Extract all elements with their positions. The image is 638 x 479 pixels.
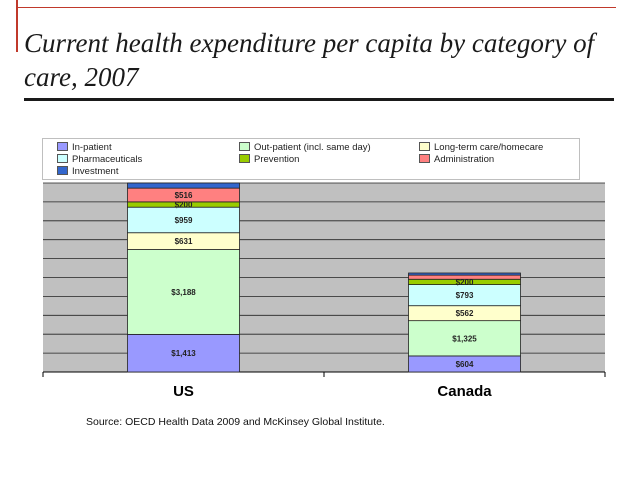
legend-label: Out-patient (incl. same day) [254,142,371,153]
bar-segment [127,206,240,234]
legend-swatch [419,153,430,163]
data-label: $200 [175,201,193,210]
data-label: $793 [456,291,474,300]
accent-line-vertical [16,0,18,52]
data-label: $3,188 [171,288,196,297]
legend-swatch [419,141,430,151]
bar-segment [127,182,240,189]
legend-swatch [57,153,68,163]
legend-item: Prevention [239,153,300,166]
accent-line-horizontal [16,7,616,8]
legend-label: Administration [434,154,495,165]
bar-segment [408,272,521,276]
legend-label: In-patient [72,142,112,153]
legend-label: Pharmaceuticals [72,154,143,165]
chart-legend: In-patient Out-patient (incl. same day) Lo… [42,138,580,180]
title-rule [24,98,614,101]
data-label: $1,325 [452,334,477,343]
data-label: $1,413 [171,349,196,358]
legend-label: Long-term care/homecare [434,142,544,153]
legend-label: Prevention [254,154,300,165]
category-label: US [173,383,194,400]
legend-swatch [57,165,68,175]
legend-item: Investment [57,165,119,178]
data-label: $200 [456,278,474,287]
legend-swatch [57,141,68,151]
legend-item: Long-term care/homecare [419,141,544,154]
legend-item: Pharmaceuticals [57,153,143,166]
legend-item: In-patient [57,141,112,154]
bar-segment [127,333,240,373]
legend-swatch [239,153,250,163]
category-label: Canada [437,383,492,400]
bar-segment [127,249,240,335]
legend-item: Out-patient (incl. same day) [239,141,371,154]
legend-swatch [239,141,250,151]
bar-segment [408,274,521,280]
data-label: $516 [175,191,193,200]
legend-label: Investment [72,166,119,177]
source-note: Source: OECD Health Data 2009 and McKins… [86,416,385,428]
data-label: $631 [175,237,193,246]
data-label: $562 [456,309,474,318]
data-label: $959 [175,216,193,225]
data-label: $604 [456,360,474,369]
legend-item: Administration [419,153,495,166]
slide-title: Current health expenditure per capita by… [24,28,595,92]
